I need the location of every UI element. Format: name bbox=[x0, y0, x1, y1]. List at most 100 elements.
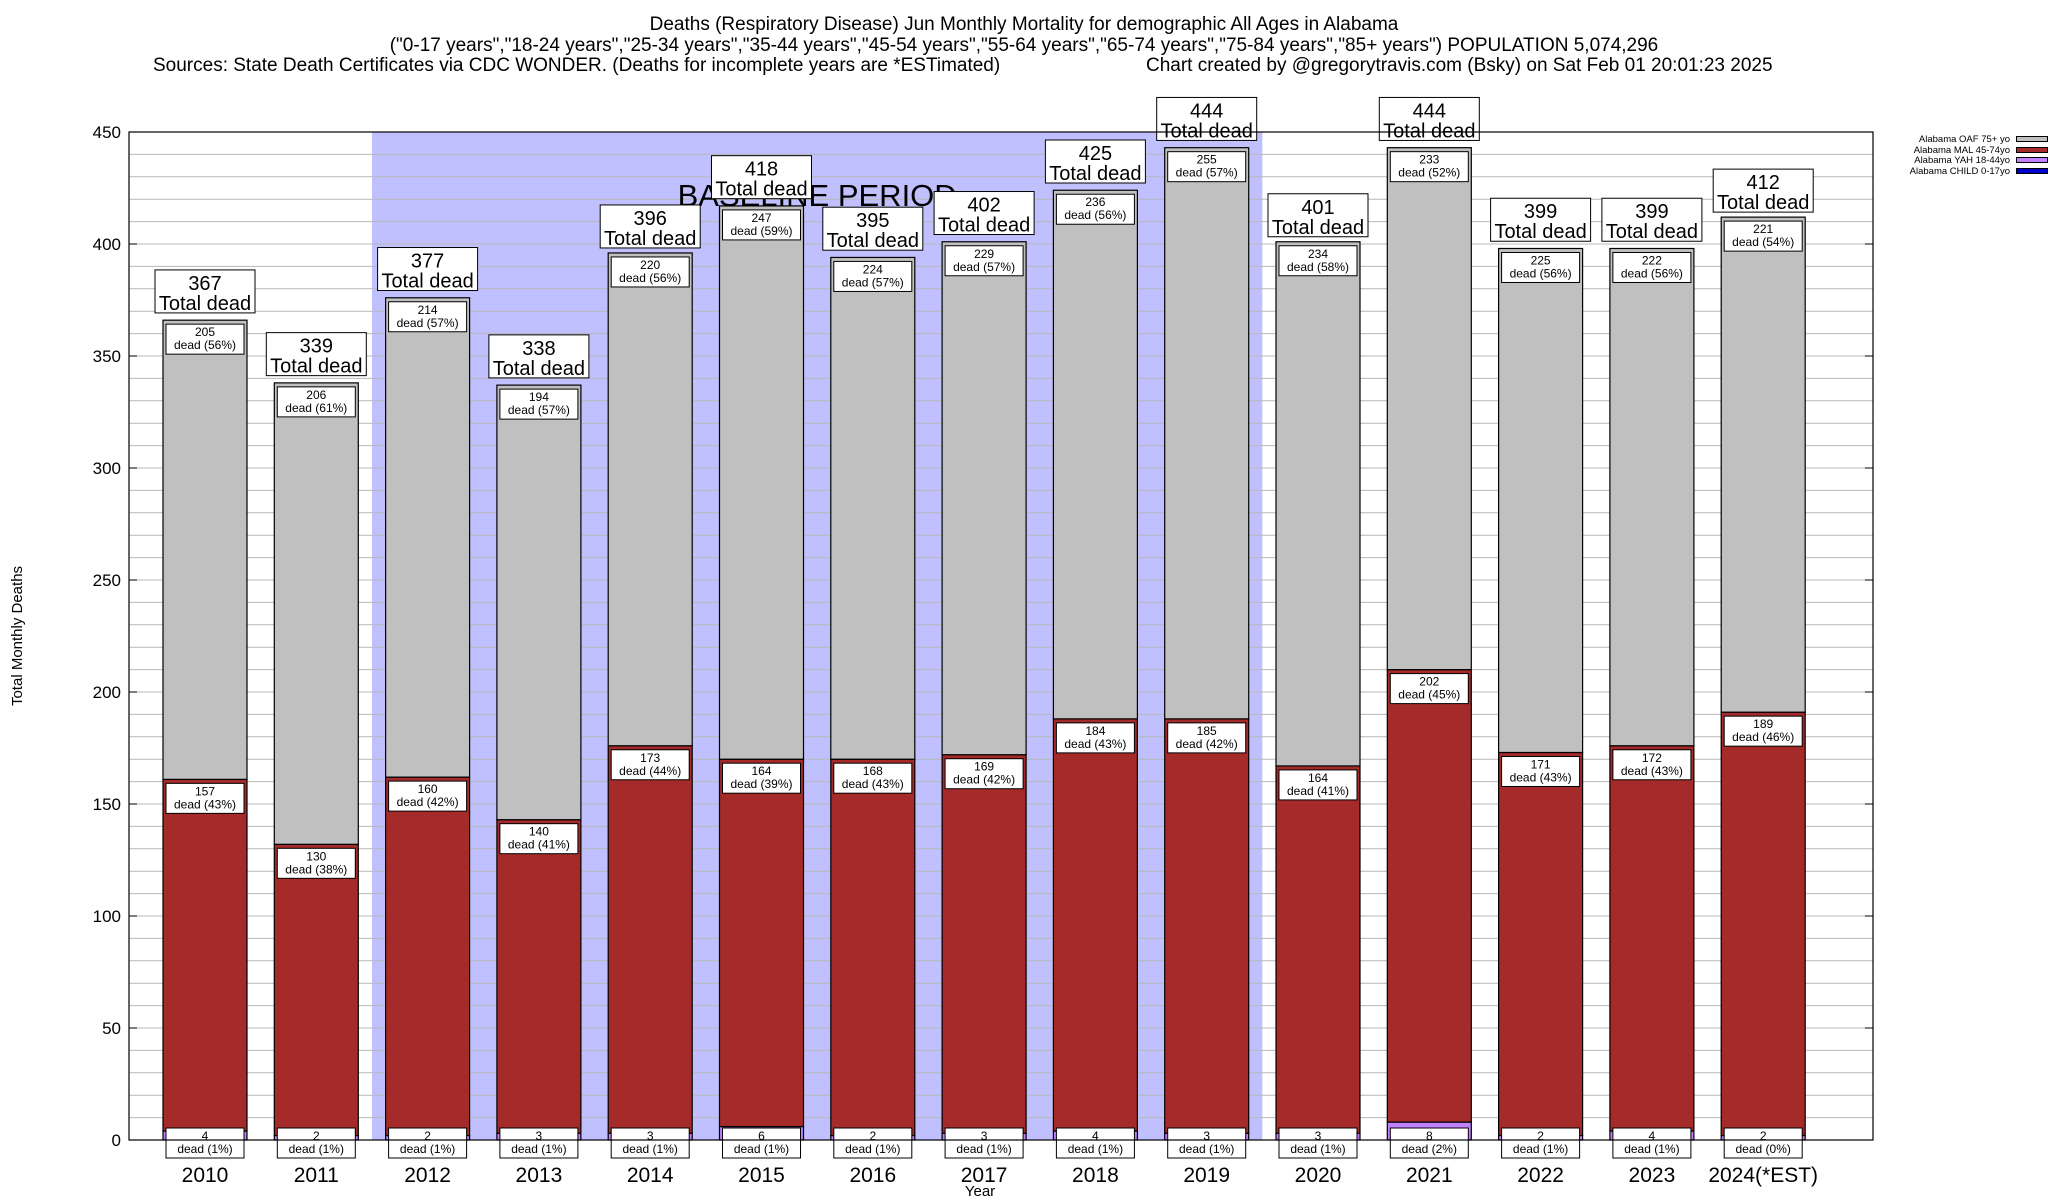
y-tick-label: 400 bbox=[93, 235, 121, 254]
mal-label-pct: dead (43%) bbox=[842, 777, 904, 791]
y-tick-label: 200 bbox=[93, 683, 121, 702]
yah-label-pct: dead (1%) bbox=[845, 1142, 900, 1156]
yah-label-value: 2 bbox=[424, 1129, 431, 1143]
oaf-label-pct: dead (57%) bbox=[842, 275, 904, 289]
yah-label-pct: dead (1%) bbox=[289, 1142, 344, 1156]
x-tick-label: 2012 bbox=[404, 1164, 451, 1187]
total-value: 425 bbox=[1079, 143, 1112, 165]
oaf-label-value: 206 bbox=[306, 388, 326, 402]
yah-label-value: 2 bbox=[1760, 1129, 1767, 1143]
total-label: Total dead bbox=[715, 179, 807, 201]
bar-segment-alabama-mal-45-74yo bbox=[1164, 718, 1250, 1134]
mal-label-box bbox=[833, 762, 913, 794]
bar-segment-alabama-oaf-75-yo bbox=[1052, 189, 1139, 720]
total-value: 399 bbox=[1524, 201, 1557, 223]
mal-label-box bbox=[1055, 722, 1135, 754]
mal-label-pct: dead (42%) bbox=[953, 773, 1015, 787]
mal-label-pct: dead (43%) bbox=[1064, 737, 1126, 751]
x-axis-label: Year bbox=[965, 1183, 995, 1200]
mal-label-box bbox=[944, 758, 1024, 790]
yah-label-value: 4 bbox=[1649, 1129, 1656, 1143]
mal-label-pct: dead (42%) bbox=[397, 795, 459, 809]
yah-label-pct: dead (2%) bbox=[1402, 1142, 1457, 1156]
oaf-label-box bbox=[276, 386, 356, 418]
bar-segment-alabama-oaf-75-yo bbox=[162, 319, 248, 780]
mal-label-value: 185 bbox=[1197, 724, 1217, 738]
mal-label-box bbox=[1278, 769, 1358, 801]
oaf-label-pct: dead (56%) bbox=[619, 271, 681, 285]
bar-segment-alabama-oaf-75-yo bbox=[1720, 216, 1806, 713]
total-label-box bbox=[822, 206, 924, 251]
total-value: 367 bbox=[188, 273, 221, 295]
yah-label-box bbox=[944, 1127, 1024, 1159]
yah-label-box bbox=[276, 1127, 356, 1159]
total-label: Total dead bbox=[493, 358, 585, 380]
bar-segment-alabama-mal-45-74yo bbox=[1609, 745, 1695, 1132]
total-value: 402 bbox=[967, 195, 1000, 217]
total-label: Total dead bbox=[827, 230, 919, 252]
total-label: Total dead bbox=[1049, 163, 1141, 185]
mal-label-pct: dead (43%) bbox=[1510, 770, 1572, 784]
x-tick-label: 2011 bbox=[294, 1164, 339, 1187]
total-label-box bbox=[1156, 96, 1258, 141]
bar-segment-alabama-mal-45-74yo bbox=[718, 758, 805, 1128]
plot-frame bbox=[128, 131, 1874, 1141]
mal-label-value: 160 bbox=[418, 782, 438, 796]
bar-segment-alabama-oaf-75-yo bbox=[273, 382, 359, 845]
bar-segment-alabama-mal-45-74yo bbox=[1386, 668, 1472, 1123]
oaf-label-value: 233 bbox=[1419, 153, 1439, 167]
bar-segment-alabama-mal-45-74yo bbox=[607, 745, 693, 1134]
oaf-label-value: 222 bbox=[1642, 253, 1662, 267]
y-tick-label: 350 bbox=[93, 347, 121, 366]
oaf-label-pct: dead (57%) bbox=[953, 260, 1015, 274]
total-label: Total dead bbox=[1717, 192, 1809, 214]
mal-label-box bbox=[722, 762, 801, 794]
legend-item-label: Alabama CHILD 0-17yo bbox=[1909, 165, 2010, 177]
oaf-label-box bbox=[610, 256, 690, 288]
y-tick-label: 0 bbox=[112, 1131, 121, 1150]
bar-segment-alabama-oaf-75-yo bbox=[385, 297, 471, 778]
yah-label-box bbox=[1389, 1127, 1469, 1159]
yah-label-box bbox=[1501, 1127, 1581, 1159]
oaf-label-value: 205 bbox=[195, 325, 215, 339]
oaf-label-box bbox=[1167, 151, 1247, 183]
mal-label-pct: dead (41%) bbox=[1287, 784, 1349, 798]
mal-label-value: 164 bbox=[1308, 771, 1328, 785]
x-tick-label: 2023 bbox=[1629, 1164, 1676, 1187]
mal-label-box bbox=[1612, 749, 1692, 781]
oaf-label-pct: dead (56%) bbox=[1510, 266, 1572, 280]
bar-segment-alabama-oaf-75-yo bbox=[1609, 247, 1695, 747]
yah-label-box bbox=[1723, 1127, 1803, 1159]
oaf-label-pct: dead (56%) bbox=[1621, 266, 1683, 280]
yah-label-value: 4 bbox=[1092, 1129, 1099, 1143]
yah-label-pct: dead (1%) bbox=[177, 1142, 232, 1156]
total-label-box bbox=[154, 269, 256, 314]
yah-label-value: 2 bbox=[1537, 1129, 1544, 1143]
total-label-box bbox=[1490, 197, 1592, 242]
yah-label-box bbox=[1278, 1127, 1358, 1159]
y-axis-label: Total Monthly Deaths bbox=[9, 566, 26, 706]
y-tick-label: 50 bbox=[102, 1019, 121, 1038]
mal-label-value: 173 bbox=[640, 751, 660, 765]
mal-label-pct: dead (38%) bbox=[285, 862, 347, 876]
oaf-label-value: 214 bbox=[418, 303, 438, 317]
x-tick-label: 2014 bbox=[627, 1164, 674, 1187]
bar-segment-alabama-oaf-75-yo bbox=[1386, 147, 1472, 671]
oaf-label-box bbox=[1278, 245, 1358, 277]
bar-segment-alabama-mal-45-74yo bbox=[496, 819, 582, 1134]
total-label-box bbox=[599, 204, 701, 249]
total-label-box bbox=[1044, 139, 1146, 184]
x-tick-label: 2013 bbox=[516, 1164, 563, 1187]
total-label: Total dead bbox=[1272, 217, 1364, 239]
yah-label-pct: dead (1%) bbox=[1068, 1142, 1123, 1156]
total-value: 339 bbox=[300, 336, 333, 358]
yah-label-pct: dead (1%) bbox=[734, 1142, 789, 1156]
y-tick-label: 100 bbox=[93, 907, 121, 926]
oaf-label-value: 220 bbox=[640, 258, 660, 272]
mal-label-pct: dead (44%) bbox=[619, 764, 681, 778]
oaf-label-pct: dead (59%) bbox=[730, 224, 792, 238]
total-label: Total dead bbox=[938, 215, 1030, 237]
total-label-box bbox=[265, 332, 367, 377]
mal-label-pct: dead (45%) bbox=[1398, 688, 1460, 702]
yah-label-value: 3 bbox=[536, 1129, 543, 1143]
